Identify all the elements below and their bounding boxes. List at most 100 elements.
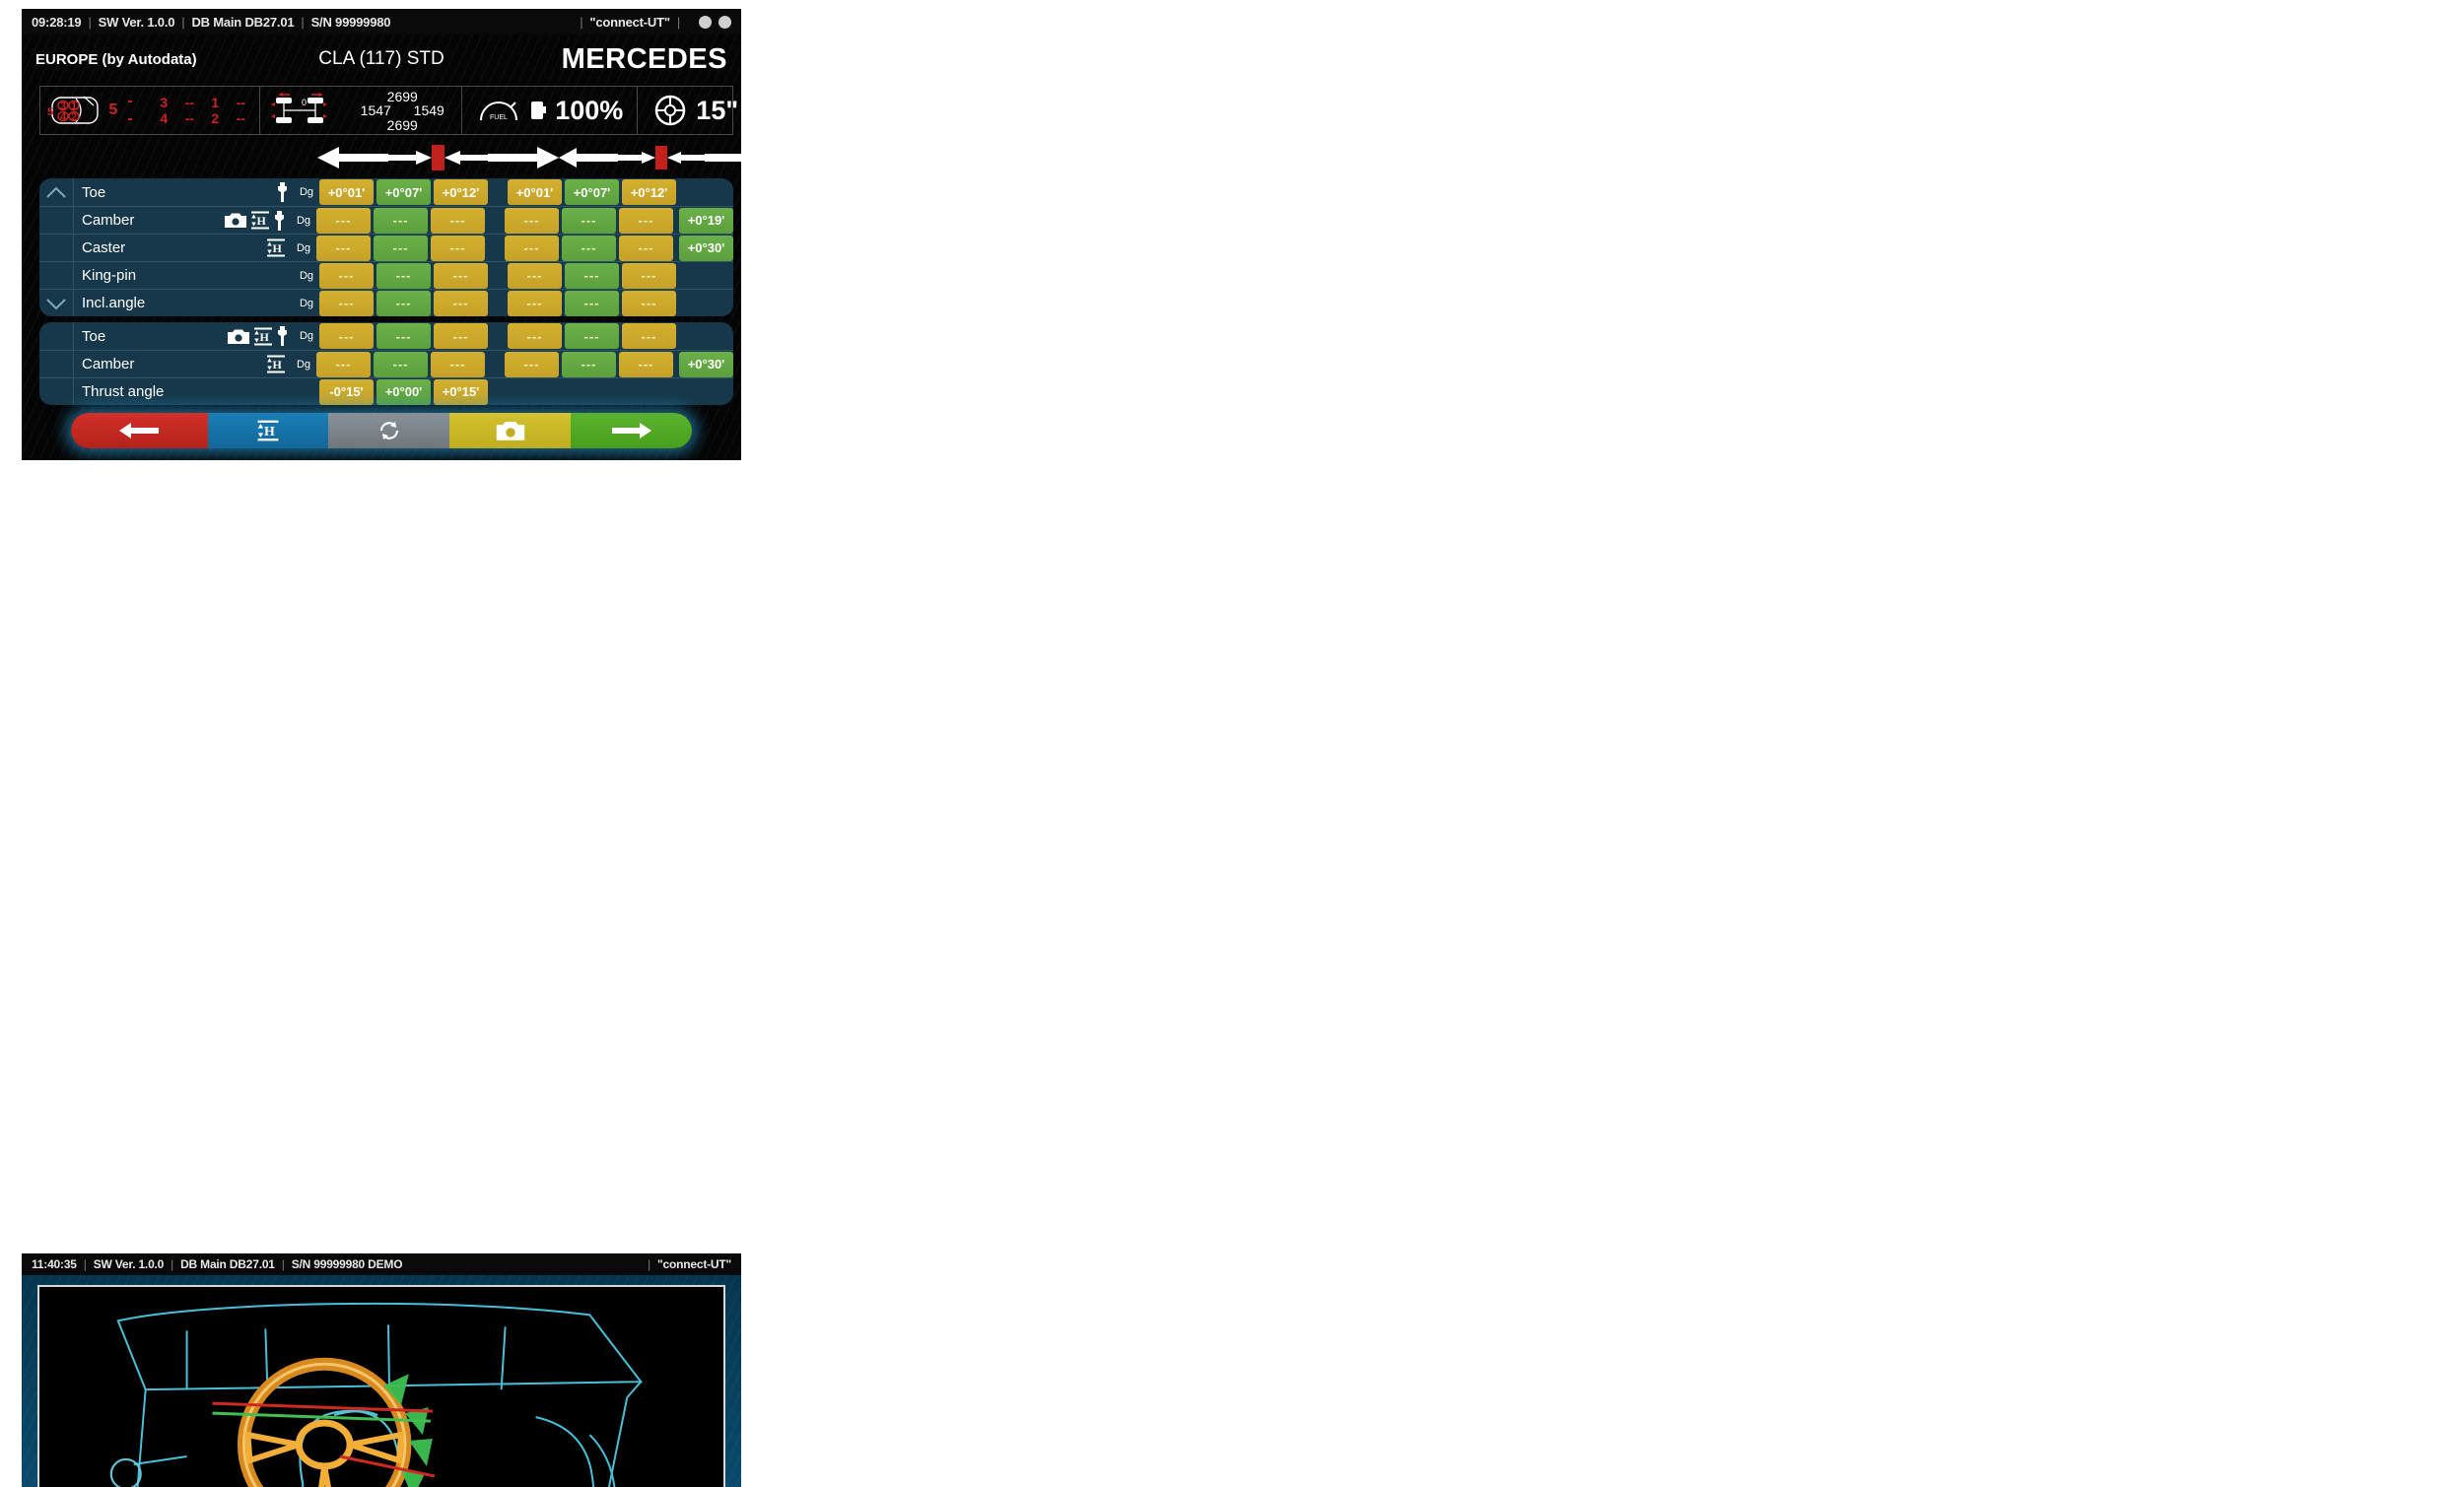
table-row[interactable]: Camber H Dg --- --- --- — [39, 350, 733, 377]
height-button[interactable]: H — [207, 413, 329, 448]
tire-pos-3: 3 — [60, 101, 67, 112]
row-label: Incl.angle — [82, 295, 146, 311]
steering-wheel-interior-icon — [109, 1302, 644, 1487]
status-sep: | — [580, 14, 583, 30]
table-row[interactable]: Caster H Dg --- --- --- — [39, 234, 733, 261]
svg-text:H: H — [257, 214, 267, 228]
table-row[interactable]: Toe H Dg --- --- - — [39, 322, 733, 350]
front-axle-group: Toe Dg +0°01' +0°07' +0°12' — [39, 178, 733, 316]
cell-extra: +0°30' — [679, 235, 733, 261]
cell-min: --- — [316, 207, 371, 234]
row-icons: H — [225, 210, 291, 231]
rim-section: 15" — [638, 87, 741, 134]
row-label: Toe — [82, 327, 106, 345]
table-row[interactable]: Toe Dg +0°01' +0°07' +0°12' — [39, 178, 733, 206]
row-unit: Dg — [299, 330, 314, 342]
row-unit: Dg — [299, 297, 314, 309]
row-cells: --- --- --- --- --- --- +0°30' — [316, 235, 733, 261]
row-label: Thrust angle — [82, 383, 165, 400]
cell-extra: +0°30' — [679, 351, 733, 377]
row-label: Caster — [82, 239, 126, 256]
region-label: EUROPE (by Autodata) — [35, 50, 197, 68]
cell-max: --- — [434, 290, 488, 316]
arrow-left-small-icon — [445, 151, 488, 165]
minimize-dot-icon[interactable] — [699, 15, 712, 29]
window-controls[interactable] — [699, 15, 731, 29]
row-label: King-pin — [82, 267, 137, 284]
alignment-table: Toe Dg +0°01' +0°07' +0°12' — [39, 178, 733, 405]
table-row[interactable]: King-pin Dg --- --- --- --- --- --- — [39, 261, 733, 289]
arrow-left-big-icon-2 — [559, 148, 618, 168]
cell-steering: 11:40:35 | SW Ver. 1.0.0 | DB Main DB27.… — [0, 761, 1200, 1487]
mercedes-body: EUROPE (by Autodata) CLA (117) STD MERCE… — [22, 34, 741, 460]
camera-button[interactable] — [449, 413, 572, 448]
chevron-up-icon[interactable] — [39, 178, 73, 206]
tire-rotation-section: 3 1 4 2 5 5 -- 3 -- 1 -- — [40, 87, 261, 134]
arrow-right-big-icon-2 — [705, 148, 741, 168]
status-connect: "connect-UT" — [589, 14, 670, 30]
row-unit: Dg — [296, 241, 311, 254]
cell-nom-r: --- — [565, 290, 619, 316]
table-row-thrust[interactable]: Thrust angle -0°15' +0°00' +0°15' — [39, 377, 733, 405]
table-row[interactable]: Incl.angle Dg --- --- --- --- --- --- — [39, 289, 733, 316]
rim-size: 15" — [696, 95, 739, 125]
wrench-icon — [275, 210, 284, 231]
close-dot-icon[interactable] — [719, 15, 731, 29]
status-connect: "connect-UT" — [657, 1257, 731, 1271]
rear-axle-group: Toe H Dg --- --- - — [39, 322, 733, 405]
row-icons: H — [267, 355, 291, 373]
back-button[interactable] — [71, 413, 208, 448]
svg-text:H: H — [273, 358, 283, 372]
row-unit: Dg — [296, 214, 311, 227]
camera-icon — [496, 421, 524, 440]
vehicle-model: CLA (117) STD — [318, 48, 445, 69]
cell-min: +0°01' — [319, 179, 374, 205]
row-unit: Dg — [299, 186, 314, 198]
arrow-right-big-icon — [488, 147, 559, 169]
rot-r1c1: -- — [184, 110, 194, 126]
wheelbase-top: 2699 — [386, 88, 418, 104]
arrow-left-big-icon — [317, 147, 388, 169]
cell-mercedes: 09:28:19 | SW Ver. 1.0.0 | DB Main DB27.… — [0, 0, 1200, 761]
svg-text:H: H — [260, 330, 270, 344]
cell-max-r: +0°12' — [622, 179, 676, 205]
cell-min: --- — [316, 351, 371, 377]
refresh-button[interactable] — [328, 413, 450, 448]
svg-text:H: H — [273, 241, 283, 255]
cell-min-r: --- — [508, 323, 562, 349]
row-unit: Dg — [299, 269, 314, 282]
cell-min-r: --- — [508, 262, 562, 289]
row-cells: -0°15' +0°00' +0°15' — [319, 378, 733, 405]
steering-wheel-viewport — [37, 1285, 725, 1487]
cell-max-r: --- — [622, 262, 676, 289]
row-label: Camber — [82, 356, 135, 372]
wheelbase-section: 0 2699 — [260, 87, 463, 134]
direction-arrow-row — [317, 141, 741, 174]
cell-frontaxle: RENAULT CAPTUR Front axle +0.30° — [1200, 761, 2464, 1487]
cell-runout: 11:56:10 | SW Ver. 1.0.0 | DB Main DB27.… — [1200, 0, 2464, 761]
table-row[interactable]: Camber H Dg --- --- — [39, 206, 733, 234]
rotation-matrix: 3 -- 1 -- 4 -- 2 -- — [151, 95, 253, 126]
status-db: DB Main DB27.01 — [180, 1257, 275, 1271]
center-marker-2 — [655, 146, 667, 169]
steering-panel: 11:40:35 | SW Ver. 1.0.0 | DB Main DB27.… — [22, 1253, 741, 1487]
rot-r0c0: 3 — [160, 95, 169, 110]
refresh-icon — [379, 422, 398, 439]
chevron-down-icon[interactable] — [39, 290, 73, 316]
car-top-view-icon: 3 1 4 2 5 — [46, 94, 106, 127]
cell-nom-r: --- — [562, 235, 616, 261]
mercedes-header: EUROPE (by Autodata) CLA (117) STD MERCE… — [22, 34, 741, 84]
row-label: Toe — [82, 183, 106, 201]
cell-min-r: --- — [505, 207, 559, 234]
fuel-percent: 100% — [555, 95, 624, 125]
status-sep: | — [88, 14, 92, 30]
tire-pos-1: 1 — [71, 101, 78, 112]
wheelbase-bottom: 2699 — [386, 116, 418, 133]
track-left: 1547 — [360, 102, 391, 118]
rot-r0c3: -- — [236, 95, 245, 110]
cell-max: --- — [434, 262, 488, 289]
cell-min: --- — [319, 262, 374, 289]
rot-r0c1: -- — [184, 95, 194, 110]
next-button[interactable] — [571, 413, 692, 448]
